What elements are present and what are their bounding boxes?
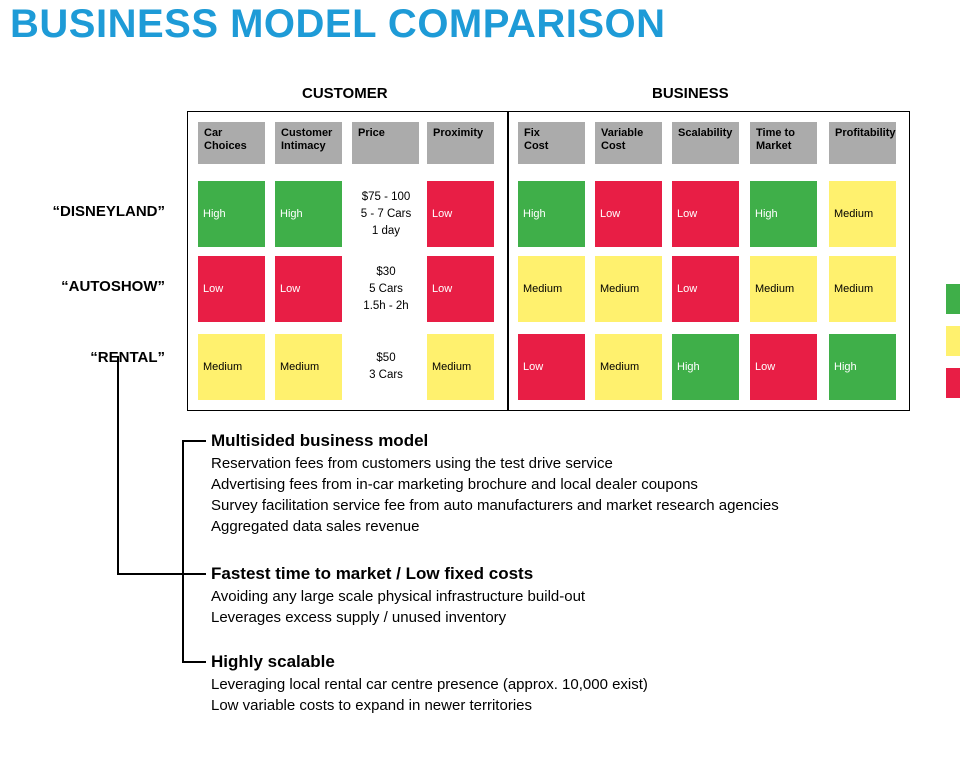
price-line: 1 day xyxy=(371,224,401,237)
column-header-proximity: Proximity xyxy=(427,122,494,164)
section-line: Survey facilitation service fee from aut… xyxy=(211,497,779,514)
column-header-fix-cost: Fix Cost xyxy=(518,122,585,164)
rating-cell-proximity: Low xyxy=(427,256,494,322)
rating-cell-scalability: High xyxy=(672,334,739,400)
price-line: 1.5h - 2h xyxy=(363,299,409,312)
column-header-line: Variable xyxy=(601,127,644,139)
rating-cell-time-to-market: Low xyxy=(750,334,817,400)
section-line: Aggregated data sales revenue xyxy=(211,518,420,535)
section-line: Leverages excess supply / unused invento… xyxy=(211,609,507,626)
rating-cell-car-choices: Medium xyxy=(198,334,265,400)
rating-cell-variable-cost: Low xyxy=(595,181,662,247)
section-heading: Highly scalable xyxy=(211,652,335,671)
section-line: Leveraging local rental car centre prese… xyxy=(211,676,648,693)
column-header-line: Proximity xyxy=(433,127,484,139)
column-header-price: Price xyxy=(352,122,419,164)
rating-cell-proximity: Medium xyxy=(427,334,494,400)
comparison-table xyxy=(187,111,910,411)
column-header-line: Cost xyxy=(524,140,549,152)
section-heading: Fastest time to market / Low fixed costs xyxy=(211,564,534,583)
bracket-line-vertical xyxy=(182,440,184,662)
bracket-tick-middle xyxy=(182,573,206,575)
price-cell: $50 3 Cars xyxy=(352,334,420,400)
table-divider xyxy=(507,111,509,411)
price-line: $75 - 100 xyxy=(361,190,411,203)
row-label: “DISNEYLAND” xyxy=(52,203,165,220)
column-header-time-to-market: Time to Market xyxy=(750,122,817,164)
rating-cell-time-to-market: High xyxy=(750,181,817,247)
group-header-business: BUSINESS xyxy=(652,85,729,102)
column-header-line: Price xyxy=(358,127,385,139)
price-cell: $30 5 Cars 1.5h - 2h xyxy=(352,256,420,322)
section-line: Advertising fees from in-car marketing b… xyxy=(211,476,698,493)
connector-line-horizontal xyxy=(117,573,187,575)
column-header-line: Car xyxy=(204,127,223,139)
bracket-tick-top xyxy=(182,440,206,442)
rating-cell-profitability: Medium xyxy=(829,181,896,247)
rating-cell-fix-cost: High xyxy=(518,181,585,247)
column-header-customer-intimacy: Customer Intimacy xyxy=(275,122,342,164)
price-cell: $75 - 100 5 - 7 Cars 1 day xyxy=(352,181,420,247)
column-header-line: Profitability xyxy=(835,127,896,139)
column-header-line: Fix xyxy=(524,127,540,139)
column-header-car-choices: Car Choices xyxy=(198,122,265,164)
column-header-variable-cost: Variable Cost xyxy=(595,122,662,164)
column-header-line: Cost xyxy=(601,140,626,152)
column-header-line: Market xyxy=(756,140,792,152)
row-label: “RENTAL” xyxy=(90,349,165,366)
rating-cell-proximity: Low xyxy=(427,181,494,247)
price-line: 5 - 7 Cars xyxy=(360,207,412,220)
rating-cell-customer-intimacy: High xyxy=(275,181,342,247)
row-label: “AUTOSHOW” xyxy=(61,278,165,295)
rating-cell-variable-cost: Medium xyxy=(595,334,662,400)
rating-cell-scalability: Low xyxy=(672,181,739,247)
legend-high-swatch xyxy=(946,284,960,314)
rating-cell-profitability: Medium xyxy=(829,256,896,322)
section-line: Reservation fees from customers using th… xyxy=(211,455,613,472)
section-line: Avoiding any large scale physical infras… xyxy=(211,588,586,605)
group-header-customer: CUSTOMER xyxy=(302,85,388,102)
rating-cell-fix-cost: Low xyxy=(518,334,585,400)
legend-low-swatch xyxy=(946,368,960,398)
price-line: 3 Cars xyxy=(369,369,403,381)
connector-line-vertical xyxy=(117,356,119,574)
price-line: 5 Cars xyxy=(369,282,403,295)
rating-cell-profitability: High xyxy=(829,334,896,400)
rating-cell-car-choices: High xyxy=(198,181,265,247)
rating-cell-car-choices: Low xyxy=(198,256,265,322)
section-line: Low variable costs to expand in newer te… xyxy=(211,697,532,714)
rating-cell-customer-intimacy: Medium xyxy=(275,334,342,400)
section-heading: Multisided business model xyxy=(211,431,429,450)
rating-cell-fix-cost: Medium xyxy=(518,256,585,322)
column-header-scalability: Scalability xyxy=(672,122,739,164)
rating-cell-scalability: Low xyxy=(672,256,739,322)
rating-cell-time-to-market: Medium xyxy=(750,256,817,322)
price-line: $30 xyxy=(376,265,396,278)
page-title: BUSINESS MODEL COMPARISON xyxy=(10,2,666,46)
column-header-line: Choices xyxy=(204,140,247,152)
column-header-line: Customer xyxy=(281,127,333,139)
bracket-tick-bottom xyxy=(182,661,206,663)
column-header-line: Intimacy xyxy=(281,140,326,152)
rating-cell-variable-cost: Medium xyxy=(595,256,662,322)
column-header-line: Scalability xyxy=(678,127,733,139)
legend-medium-swatch xyxy=(946,326,960,356)
column-header-line: Time to xyxy=(756,127,795,139)
price-line: $50 xyxy=(376,352,396,364)
column-header-profitability: Profitability xyxy=(829,122,896,164)
rating-cell-customer-intimacy: Low xyxy=(275,256,342,322)
